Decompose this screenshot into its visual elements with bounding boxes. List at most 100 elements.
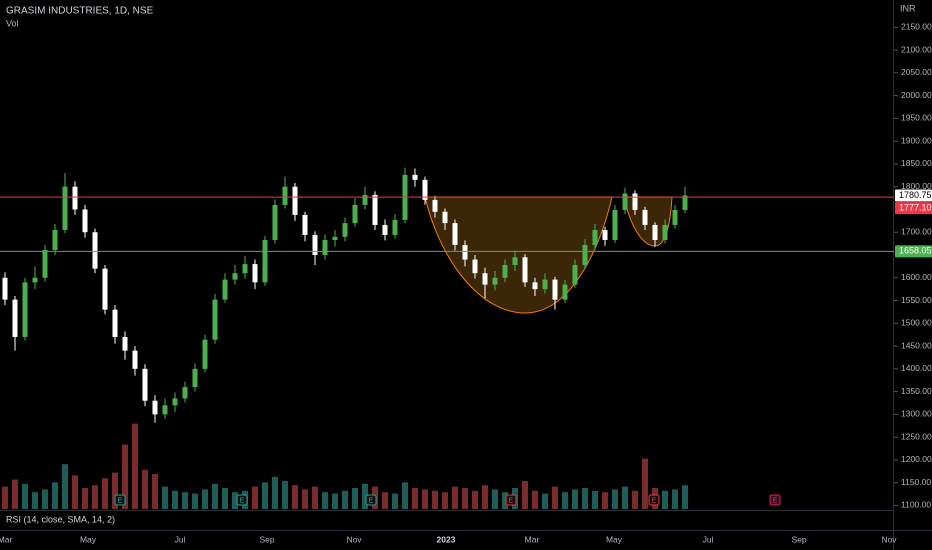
y-tick-label: 2100.00 [901, 44, 932, 54]
volume-bar [2, 486, 8, 509]
volume-bar [392, 493, 398, 509]
volume-bar [452, 486, 458, 509]
candle-body [62, 186, 68, 230]
volume-bar [292, 485, 298, 509]
candle-body [652, 224, 658, 240]
candle-body [432, 199, 438, 212]
price-tag-label: 1658.05 [899, 246, 932, 256]
candle-body [182, 387, 188, 399]
candle-body [172, 398, 178, 406]
volume-bar [332, 493, 338, 509]
volume-bar [302, 489, 308, 509]
volume-bar [262, 482, 268, 509]
volume-bar [92, 485, 98, 509]
volume-bar [12, 479, 18, 509]
volume-bar [492, 489, 498, 509]
y-tick-label: 1850.00 [901, 158, 932, 168]
volume-bar [672, 489, 678, 509]
candle-body [442, 211, 448, 224]
volume-bar [112, 472, 118, 509]
indicator-label: RSI (14, close, SMA, 14, 2) [6, 514, 115, 524]
volume-bar [212, 483, 218, 509]
candle-body [592, 229, 598, 245]
candle-body [72, 186, 78, 210]
candle-body [82, 209, 88, 233]
candle-body [322, 239, 328, 255]
candle-body [312, 234, 318, 255]
candle-body [472, 259, 478, 274]
volume-bar [122, 444, 128, 509]
candle-body [682, 195, 688, 210]
volume-bar [602, 492, 608, 509]
earnings-marker [505, 494, 517, 506]
volume-bar [252, 486, 258, 509]
earnings-marker [648, 494, 660, 506]
volume-bar [152, 474, 158, 509]
candle-body [372, 194, 378, 225]
candle-body [562, 284, 568, 300]
candle-body [572, 265, 578, 285]
volume-bar [222, 488, 228, 509]
y-tick-label: 1500.00 [901, 318, 932, 328]
candle-body [152, 400, 158, 415]
volume-bar [592, 490, 598, 509]
candle-body [272, 204, 278, 240]
volume-bar [32, 492, 38, 509]
candle-body [632, 193, 638, 210]
volume-bar [102, 478, 108, 509]
volume-bar [642, 458, 648, 509]
volume-bar [382, 492, 388, 509]
candle-body [12, 299, 18, 337]
volume-bar [232, 492, 238, 509]
volume-bar [542, 493, 548, 509]
candle-body [502, 265, 508, 278]
y-tick-label: 1250.00 [901, 431, 932, 441]
earnings-marker [236, 494, 248, 506]
candle-body [22, 282, 28, 337]
candle-body [642, 209, 648, 225]
volume-bar [582, 488, 588, 509]
candle-body [202, 339, 208, 369]
volume-bar [62, 464, 68, 509]
volume-bar [532, 490, 538, 509]
candle-body [532, 282, 538, 290]
candle-body [242, 264, 248, 274]
volume-bar [182, 492, 188, 509]
volume-bar [22, 483, 28, 509]
y-tick-label: 2150.00 [901, 22, 932, 32]
y-tick-label: 2000.00 [901, 90, 932, 100]
candle-body [252, 264, 258, 283]
volume-bar [72, 475, 78, 509]
volume-bar [362, 483, 368, 509]
candle-body [662, 224, 668, 240]
earnings-marker-label: E [118, 497, 123, 504]
candle-body [262, 239, 268, 283]
volume-bar [422, 489, 428, 509]
candle-body [142, 368, 148, 401]
y-tick-label: 2050.00 [901, 67, 932, 77]
y-tick-label: 1700.00 [901, 226, 932, 236]
volume-bar [632, 490, 638, 509]
y-tick-label: 1200.00 [901, 454, 932, 464]
x-tick-label: Nov [881, 534, 897, 544]
volume-bar [162, 486, 168, 509]
volume-bar [482, 485, 488, 509]
x-tick-label: Mar [0, 534, 12, 544]
y-tick-label: 1550.00 [901, 295, 932, 305]
volume-bar [572, 489, 578, 509]
candle-body [352, 204, 358, 224]
earnings-marker-label: E [369, 497, 374, 504]
candle-body [392, 219, 398, 235]
candle-body [462, 244, 468, 260]
y-tick-label: 1350.00 [901, 386, 932, 396]
volume-bar [282, 481, 288, 509]
candle-body [492, 277, 498, 285]
x-tick-label: 2023 [437, 534, 456, 544]
candle-body [452, 223, 458, 245]
candle-body [582, 244, 588, 266]
volume-bar [202, 489, 208, 509]
volume-bar [132, 423, 138, 509]
y-tick-label: 1600.00 [901, 272, 932, 282]
volume-bar [272, 476, 278, 509]
